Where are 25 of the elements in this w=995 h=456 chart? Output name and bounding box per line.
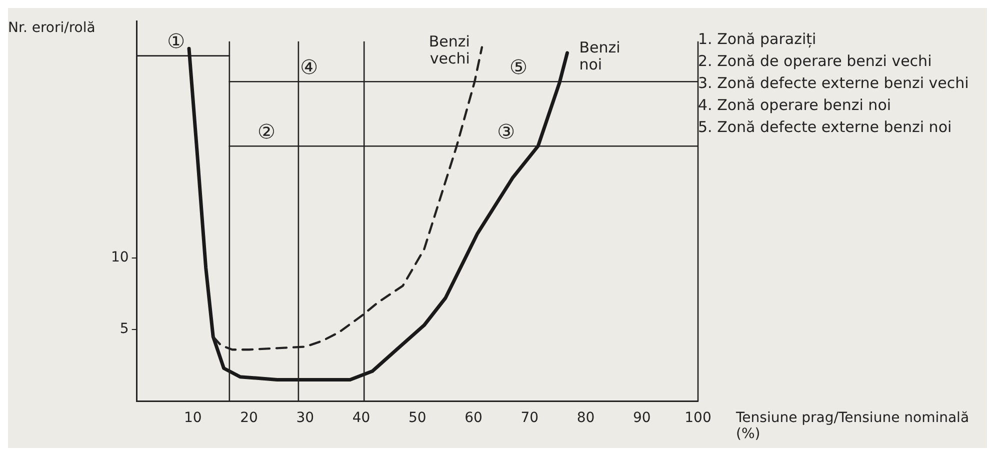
- x-tick-label: 20: [240, 410, 258, 426]
- series-label: Benzi vechi: [428, 32, 470, 68]
- annotation: ②: [257, 119, 276, 144]
- x-tick-label: 60: [464, 410, 482, 426]
- x-tick-label: 90: [632, 410, 651, 426]
- y-axis-title: Nr. erori/rolă: [8, 20, 96, 36]
- series-label: Benzi noi: [579, 38, 620, 74]
- annotation: ①: [167, 29, 186, 53]
- x-tick-label: 70: [520, 410, 539, 426]
- x-tick-label: 100: [684, 410, 712, 426]
- annotation: 5. Zonă defecte externe benzi noi: [698, 117, 953, 138]
- x-tick-label: 50: [408, 410, 426, 426]
- x-tick-label: 40: [352, 410, 370, 426]
- x-tick-label: 10: [184, 410, 202, 426]
- annotation: 3. Zonă defecte externe benzi vechi: [698, 73, 970, 94]
- y-tick-label: 5: [120, 321, 129, 338]
- annotation: 2. Zonă de operare benzi vechi: [698, 51, 933, 72]
- annotation: ④: [300, 54, 318, 79]
- annotation: 1. Zonă paraziți: [698, 29, 818, 50]
- x-tick-label: 80: [576, 410, 595, 426]
- x-tick-label: 30: [296, 410, 314, 426]
- x-axis-title: Tensiune prag/Tensiune nominală (%): [736, 410, 970, 442]
- annotation: ③: [497, 119, 516, 144]
- annotation: ⑤: [509, 54, 528, 79]
- annotation: 4. Zonă operare benzi noi: [698, 95, 892, 116]
